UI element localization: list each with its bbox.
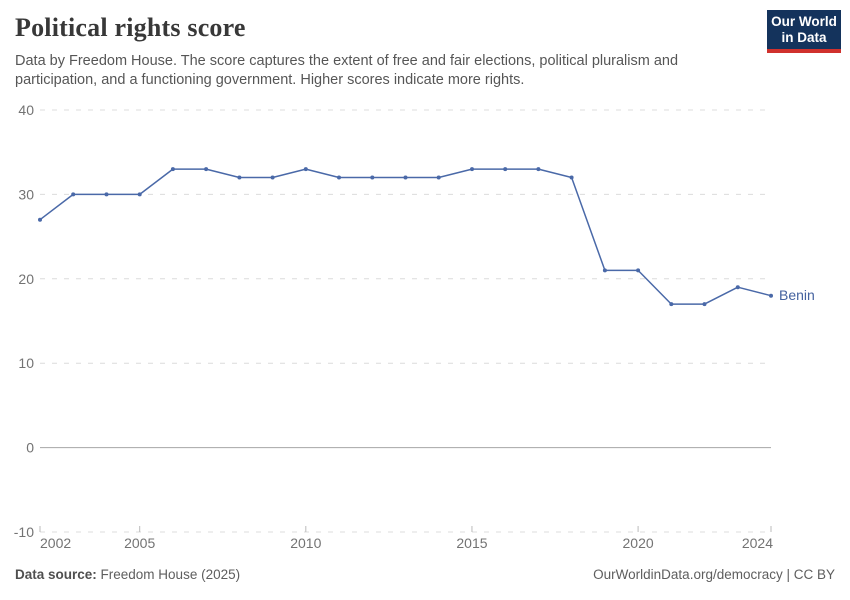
chart-footer: Data source: Freedom House (2025) OurWor… bbox=[15, 567, 835, 582]
owid-logo[interactable]: Our World in Data bbox=[767, 10, 841, 53]
data-point bbox=[436, 175, 441, 180]
data-point bbox=[636, 268, 641, 273]
data-line bbox=[39, 168, 772, 305]
data-point bbox=[403, 175, 408, 180]
data-point bbox=[702, 302, 707, 307]
x-tick-label: 2010 bbox=[290, 535, 321, 551]
x-tick-label: 2002 bbox=[40, 535, 71, 551]
data-point bbox=[303, 167, 308, 172]
data-point bbox=[735, 285, 740, 290]
data-source-label: Data source: bbox=[15, 567, 97, 582]
data-point bbox=[470, 167, 474, 172]
data-point bbox=[204, 167, 209, 172]
data-point bbox=[170, 167, 175, 172]
owid-logo-line1: Our World bbox=[771, 13, 837, 29]
chart-subtitle: Data by Freedom House. The score capture… bbox=[15, 53, 679, 88]
data-point bbox=[602, 268, 607, 273]
footer-citation-link[interactable]: OurWorldinData.org/democracy | CC BY bbox=[593, 567, 835, 582]
x-tick-label: 2024 bbox=[742, 535, 773, 551]
y-tick-label: 40 bbox=[18, 102, 34, 118]
data-point bbox=[669, 302, 674, 307]
y-tick-label: 0 bbox=[26, 440, 34, 456]
data-source-value: Freedom House (2025) bbox=[96, 567, 241, 582]
data-point bbox=[337, 175, 341, 180]
data-point bbox=[71, 192, 76, 197]
y-tick-label: 20 bbox=[18, 271, 34, 287]
data-point bbox=[137, 192, 142, 197]
x-tick-label: 2005 bbox=[124, 535, 155, 551]
data-point bbox=[270, 175, 275, 180]
series-end-label[interactable]: Benin bbox=[779, 287, 815, 303]
data-point bbox=[769, 293, 773, 298]
data-point bbox=[237, 175, 242, 180]
data-point bbox=[38, 217, 42, 222]
owid-logo-line2: in Data bbox=[781, 29, 827, 45]
data-point bbox=[104, 192, 109, 197]
data-source: Data source: Freedom House (2025) bbox=[15, 567, 240, 582]
y-tick-label: -10 bbox=[14, 524, 34, 540]
data-point bbox=[503, 167, 508, 172]
y-tick-label: 10 bbox=[18, 355, 34, 371]
data-point bbox=[536, 167, 541, 172]
x-tick-label: 2020 bbox=[623, 535, 654, 551]
y-tick-label: 30 bbox=[18, 186, 34, 202]
data-point bbox=[370, 175, 375, 180]
page-title: Political rights score bbox=[15, 13, 246, 42]
x-tick-label: 2015 bbox=[456, 535, 487, 551]
data-point bbox=[569, 175, 574, 180]
chart-canvas[interactable]: -10 0 10 20 30 40 2002 2005 2010 2015 2020 2024 Beni… bbox=[0, 95, 850, 560]
